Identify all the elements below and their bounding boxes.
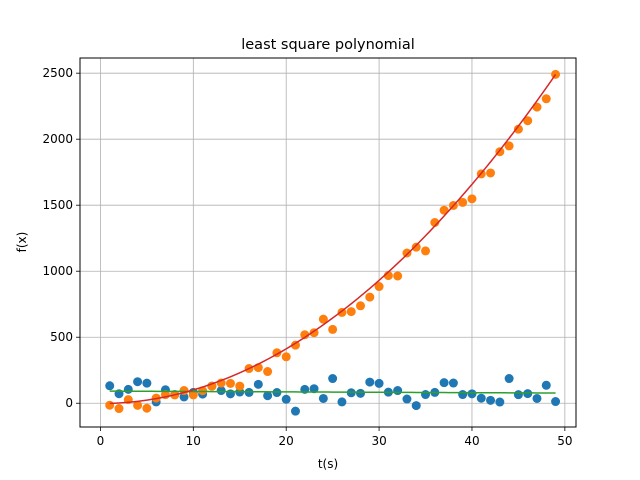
x-tick-label: 50 (557, 434, 572, 448)
data-point-series-2 (421, 246, 431, 256)
data-point-series-1 (216, 386, 226, 396)
x-tick-label: 0 (97, 434, 105, 448)
data-point-series-1 (290, 406, 300, 416)
data-point-series-2 (551, 69, 561, 79)
data-point-series-2 (374, 282, 384, 292)
data-point-series-1 (225, 389, 235, 399)
data-point-series-1 (495, 397, 505, 407)
data-point-series-1 (142, 378, 152, 388)
data-point-series-1 (123, 384, 133, 394)
data-point-series-1 (476, 393, 486, 403)
x-axis-label: t(s) (318, 457, 338, 471)
data-point-series-2 (467, 194, 477, 204)
plot-data (105, 69, 561, 416)
chart-title: least square polynomial (241, 37, 415, 53)
data-point-series-2 (142, 403, 152, 413)
fit-curve-1 (109, 390, 556, 394)
data-point-series-2 (402, 248, 412, 258)
data-point-series-1 (467, 389, 477, 399)
data-point-series-1 (281, 394, 291, 404)
data-point-series-1 (253, 379, 263, 389)
data-point-series-1 (532, 393, 542, 403)
data-point-series-1 (486, 395, 496, 405)
data-point-series-1 (513, 390, 523, 400)
data-point-series-1 (365, 377, 375, 387)
data-point-series-2 (486, 168, 496, 178)
data-point-series-1 (541, 380, 551, 390)
data-point-series-2 (300, 330, 310, 340)
data-point-series-1 (309, 384, 319, 394)
data-point-series-2 (458, 197, 468, 207)
data-point-series-2 (411, 242, 421, 252)
data-point-series-2 (225, 378, 235, 388)
plot-frame (79, 57, 577, 428)
data-point-series-2 (523, 116, 533, 126)
x-tick-label: 30 (371, 434, 386, 448)
data-point-series-2 (263, 367, 273, 377)
grid-lines (80, 58, 576, 427)
y-tick-label: 2000 (42, 132, 73, 146)
data-point-series-2 (365, 292, 375, 302)
data-point-series-2 (105, 400, 115, 410)
data-point-series-1 (402, 394, 412, 404)
data-point-series-1 (263, 391, 273, 401)
y-tick-label: 2500 (42, 66, 73, 80)
data-point-series-1 (318, 393, 328, 403)
x-tick-label: 40 (464, 434, 479, 448)
data-point-series-2 (430, 217, 440, 227)
data-point-series-2 (133, 400, 143, 410)
data-point-series-2 (356, 301, 366, 311)
data-point-series-1 (439, 378, 449, 388)
data-point-series-1 (421, 390, 431, 400)
data-point-series-1 (179, 392, 189, 402)
y-tick-label: 500 (50, 330, 73, 344)
data-point-series-1 (393, 386, 403, 396)
y-tick-label: 1500 (42, 198, 73, 212)
x-tick-label: 20 (279, 434, 294, 448)
data-point-series-2 (393, 271, 403, 281)
data-point-series-1 (356, 388, 366, 398)
data-point-series-2 (188, 390, 198, 400)
data-point-series-1 (133, 377, 143, 387)
data-point-series-1 (458, 390, 468, 400)
x-tick-label: 10 (186, 434, 201, 448)
data-point-series-1 (328, 374, 338, 384)
data-point-series-1 (411, 401, 421, 411)
fit-curve-2 (109, 74, 557, 405)
data-point-series-1 (504, 374, 514, 384)
data-point-series-2 (290, 340, 300, 350)
data-point-series-2 (318, 314, 328, 324)
data-point-series-1 (105, 381, 115, 391)
y-axis-label: f(x) (15, 232, 29, 253)
data-point-series-2 (541, 94, 551, 104)
data-point-series-1 (374, 378, 384, 388)
data-point-series-2 (114, 404, 124, 414)
data-point-series-1 (551, 397, 561, 407)
data-point-series-2 (513, 124, 523, 134)
data-point-series-1 (448, 378, 458, 388)
y-tick-label: 0 (65, 396, 73, 410)
data-point-series-2 (235, 381, 245, 391)
data-point-series-2 (328, 324, 338, 334)
data-point-series-2 (281, 352, 291, 362)
data-point-series-2 (504, 141, 514, 151)
data-point-series-1 (337, 397, 347, 407)
y-tick-label: 1000 (42, 264, 73, 278)
data-point-series-2 (346, 307, 356, 317)
